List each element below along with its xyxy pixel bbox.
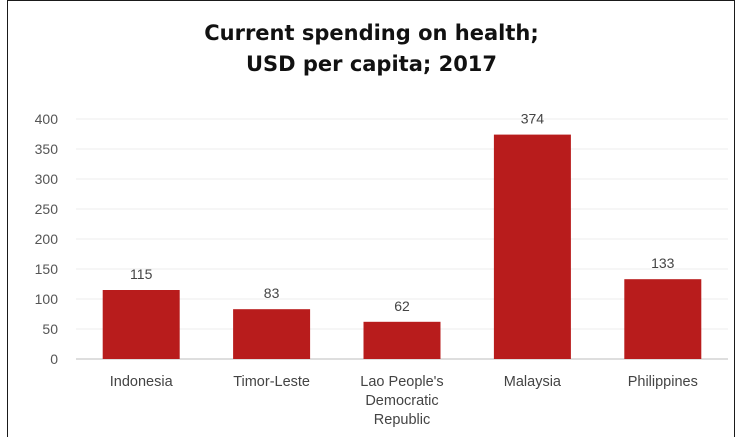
data-label: 115 [130, 266, 153, 282]
y-tick-label: 200 [35, 231, 59, 247]
y-tick-label: 50 [42, 321, 58, 337]
y-tick-label: 300 [35, 171, 59, 187]
x-category-label: Republic [374, 412, 430, 428]
chart-title-line-2: USD per capita; 2017 [245, 52, 498, 76]
x-category-label: Democratic [365, 393, 438, 409]
data-label: 374 [521, 111, 545, 127]
y-tick-label: 400 [35, 111, 59, 127]
x-category-label: Lao People's [360, 374, 443, 390]
data-label: 62 [394, 298, 410, 314]
bars [102, 134, 702, 359]
y-tick-label: 350 [35, 141, 59, 157]
data-label: 83 [264, 285, 280, 301]
data-label: 133 [651, 255, 675, 271]
y-axis-ticks: 0 50 100 150 200 250 300 350 400 [35, 111, 59, 367]
chart-frame [7, 0, 735, 437]
x-category-label: Malaysia [504, 374, 562, 390]
bar [493, 134, 571, 359]
chart-title-line-1: Current spending on health; [204, 21, 539, 45]
y-tick-label: 150 [35, 261, 59, 277]
y-tick-label: 0 [50, 351, 58, 367]
x-category-label: Indonesia [110, 374, 174, 390]
y-tick-label: 100 [35, 291, 59, 307]
bar [624, 279, 702, 359]
bar [233, 309, 311, 359]
chart-title: Current spending on health; USD per capi… [0, 18, 743, 80]
x-category-label: Philippines [628, 374, 698, 390]
data-labels: 115 83 62 374 133 [130, 111, 675, 314]
bar [102, 290, 180, 359]
bar [363, 321, 441, 359]
y-tick-label: 250 [35, 201, 59, 217]
x-axis-categories: Indonesia Timor-Leste Lao People's Democrat… [110, 374, 698, 428]
x-category-label: Timor-Leste [233, 374, 310, 390]
